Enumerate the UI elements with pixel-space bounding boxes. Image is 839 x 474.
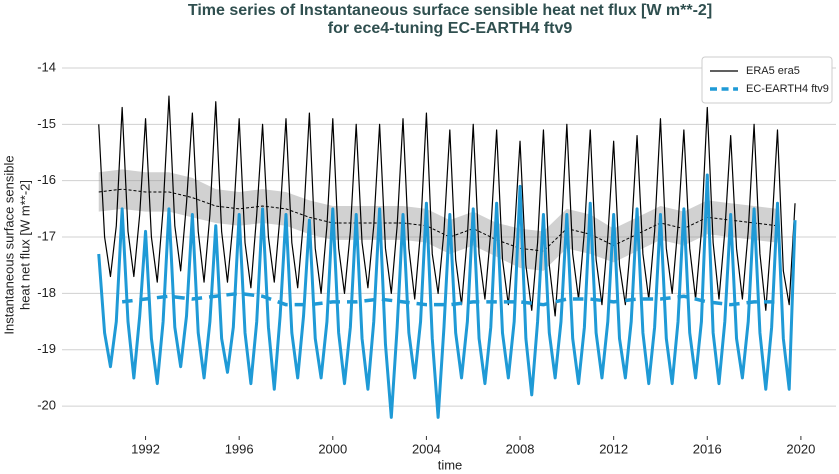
x-tick-label: 1996 [225,441,254,456]
series-line [98,188,778,252]
y-tick-label: -20 [37,398,56,413]
x-tick-label: 2000 [318,441,347,456]
series-line [121,291,778,307]
y-tick-label: -18 [37,285,56,300]
series-line [97,173,797,419]
y-tick-label: -14 [37,59,56,74]
x-tick-label: 1992 [131,441,160,456]
x-tick-label: 2016 [693,441,722,456]
y-tick-label: -16 [37,172,56,187]
x-axis-label: time [438,457,463,472]
x-tick-label: 2020 [786,441,815,456]
y-axis-label: heat net flux [W m**-2] [17,180,32,310]
y-axis-label: Instantaneous surface sensible [1,155,16,334]
chart-subtitle: for ece4-tuning EC-EARTH4 ftv9 [328,20,573,37]
y-tick-label: -19 [37,341,56,356]
chart-title: Time series of Instantaneous surface sen… [188,2,712,19]
x-tick-label: 2004 [412,441,441,456]
legend-label: EC-EARTH4 ftv9 [746,83,829,95]
y-tick-label: -17 [37,228,56,243]
legend-label: ERA5 era5 [746,65,800,77]
series-line [98,95,796,317]
spread-band [98,169,778,271]
x-tick-label: 2008 [506,441,535,456]
y-tick-label: -15 [37,116,56,131]
legend-box [701,56,833,104]
x-tick-label: 2012 [599,441,628,456]
